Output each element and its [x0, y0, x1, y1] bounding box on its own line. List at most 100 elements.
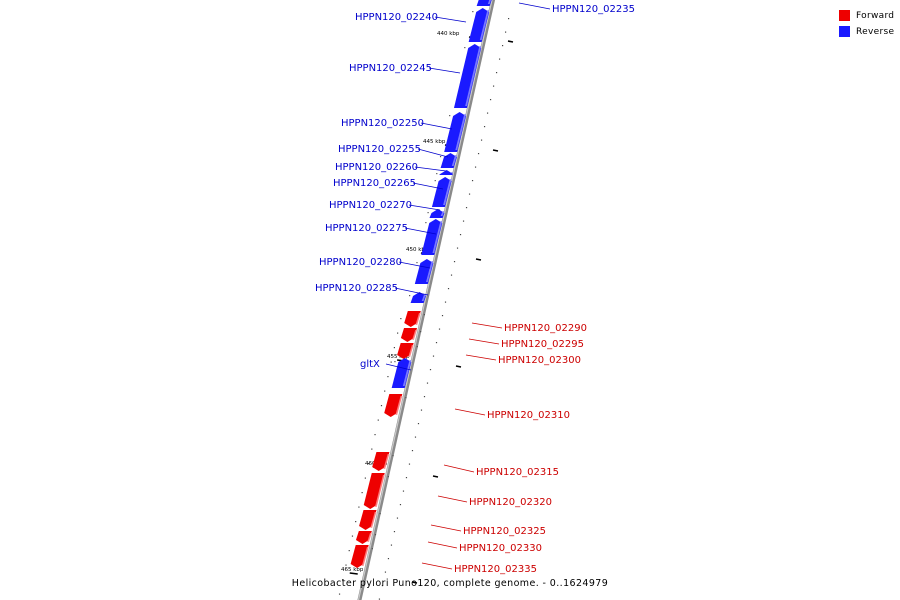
minor-tick [408, 463, 411, 465]
gene-arrow-HPPN120_02310 [384, 394, 403, 417]
minor-tick [489, 99, 492, 101]
major-tick-outer [475, 258, 482, 261]
leader-line [428, 67, 461, 74]
leader-line [434, 16, 467, 23]
gene-arrow-shade [370, 512, 377, 528]
gene-arrow-shade [361, 547, 369, 566]
minor-tick [411, 450, 414, 452]
minor-tick [426, 382, 429, 384]
tick-label: 455 kbp [387, 354, 410, 360]
tick-label: 450 kbp [406, 247, 429, 253]
tick-label: 440 kbp [437, 31, 460, 37]
gene-marker [436, 173, 438, 175]
gene-arrow-shade [432, 221, 443, 253]
leader-line [417, 148, 449, 158]
gene-label-gltX: gltX [360, 359, 380, 370]
minor-tick [351, 535, 354, 537]
minor-tick [378, 598, 381, 600]
tick-label: 465 kbp [341, 567, 364, 573]
minor-tick [492, 85, 495, 87]
minor-tick [450, 274, 453, 276]
leader-line [420, 122, 453, 130]
major-tick-outer [432, 475, 439, 478]
gene-arrow-shade [374, 475, 385, 507]
gene-label-HPPN120_02335: HPPN120_02335 [454, 564, 537, 575]
gene-label-HPPN120_02310: HPPN120_02310 [487, 410, 570, 421]
gene-marker [405, 397, 407, 399]
gene-arrow-shade [383, 454, 390, 469]
gene-arrow-HPPN120_02235 [476, 0, 492, 6]
leader-line [398, 261, 431, 269]
gene-label-HPPN120_02235: HPPN120_02235 [552, 4, 635, 15]
minor-tick [477, 153, 480, 155]
minor-tick [380, 405, 383, 407]
minor-tick [468, 193, 471, 195]
minor-tick [390, 544, 393, 546]
minor-tick [393, 531, 396, 533]
gene-arrow-shade [421, 294, 427, 301]
gene-label-HPPN120_02245: HPPN120_02245 [349, 63, 432, 74]
gene-marker [427, 212, 429, 214]
leader-line [404, 227, 437, 235]
leader-line [430, 524, 462, 532]
gene-marker [416, 262, 418, 264]
leader-line [437, 495, 468, 503]
gene-marker [379, 513, 381, 515]
minor-tick [384, 390, 386, 392]
gene-arrow-shade [465, 46, 482, 106]
gene-marker [434, 180, 436, 182]
minor-tick [441, 315, 444, 317]
gene-arrow-HPPN120_02270 [429, 209, 445, 218]
gene-marker [416, 346, 418, 348]
gene-arrow-shade [451, 155, 457, 166]
gene-arrow-shade [455, 114, 467, 150]
minor-tick [355, 521, 357, 523]
minor-tick [387, 376, 389, 378]
gene-marker [425, 222, 427, 224]
minor-tick [438, 328, 441, 330]
leader-line [408, 204, 441, 211]
minor-tick [402, 490, 405, 492]
minor-tick [480, 139, 483, 141]
gene-arrow-HPPN120_02335 [350, 545, 369, 568]
leader-line [412, 182, 444, 190]
gene-marker [387, 476, 389, 478]
minor-tick [465, 207, 468, 209]
gene-label-HPPN120_02300: HPPN120_02300 [498, 355, 581, 366]
gene-arrow-shade [479, 10, 490, 40]
leader-line [471, 322, 503, 329]
gene-label-HPPN120_02325: HPPN120_02325 [463, 526, 546, 537]
minor-tick [456, 247, 459, 249]
minor-tick [364, 477, 366, 479]
minor-tick [377, 419, 379, 421]
leader-line [385, 363, 412, 371]
gene-label-HPPN120_02285: HPPN120_02285 [315, 283, 398, 294]
major-tick-outer [507, 40, 514, 43]
major-tick-outer [411, 581, 418, 584]
gene-arrow-shade [415, 313, 421, 325]
gene-marker [423, 314, 426, 316]
leader-line [518, 2, 551, 10]
gene-marker [409, 295, 411, 297]
gene-arrow-shade [450, 172, 454, 173]
gene-arrow-shade [426, 261, 434, 282]
gene-marker [374, 534, 377, 536]
major-tick-outer [492, 149, 499, 152]
minor-tick [387, 558, 390, 560]
minor-tick [396, 517, 399, 519]
gene-label-HPPN120_02250: HPPN120_02250 [341, 118, 424, 129]
minor-tick [471, 180, 474, 182]
gene-arrow-shade [487, 0, 491, 4]
minor-tick [400, 318, 402, 320]
gene-label-HPPN120_02295: HPPN120_02295 [501, 339, 584, 350]
minor-tick [507, 18, 510, 20]
gene-label-HPPN120_02315: HPPN120_02315 [476, 467, 559, 478]
gene-marker [472, 11, 474, 13]
gene-marker [371, 548, 373, 550]
leader-line [421, 562, 453, 570]
gene-arrow-shade [367, 533, 372, 542]
gene-marker [439, 156, 442, 158]
gene-label-HPPN120_02260: HPPN120_02260 [335, 162, 418, 173]
minor-tick [435, 342, 438, 344]
gene-arrow-gltX [391, 358, 412, 388]
